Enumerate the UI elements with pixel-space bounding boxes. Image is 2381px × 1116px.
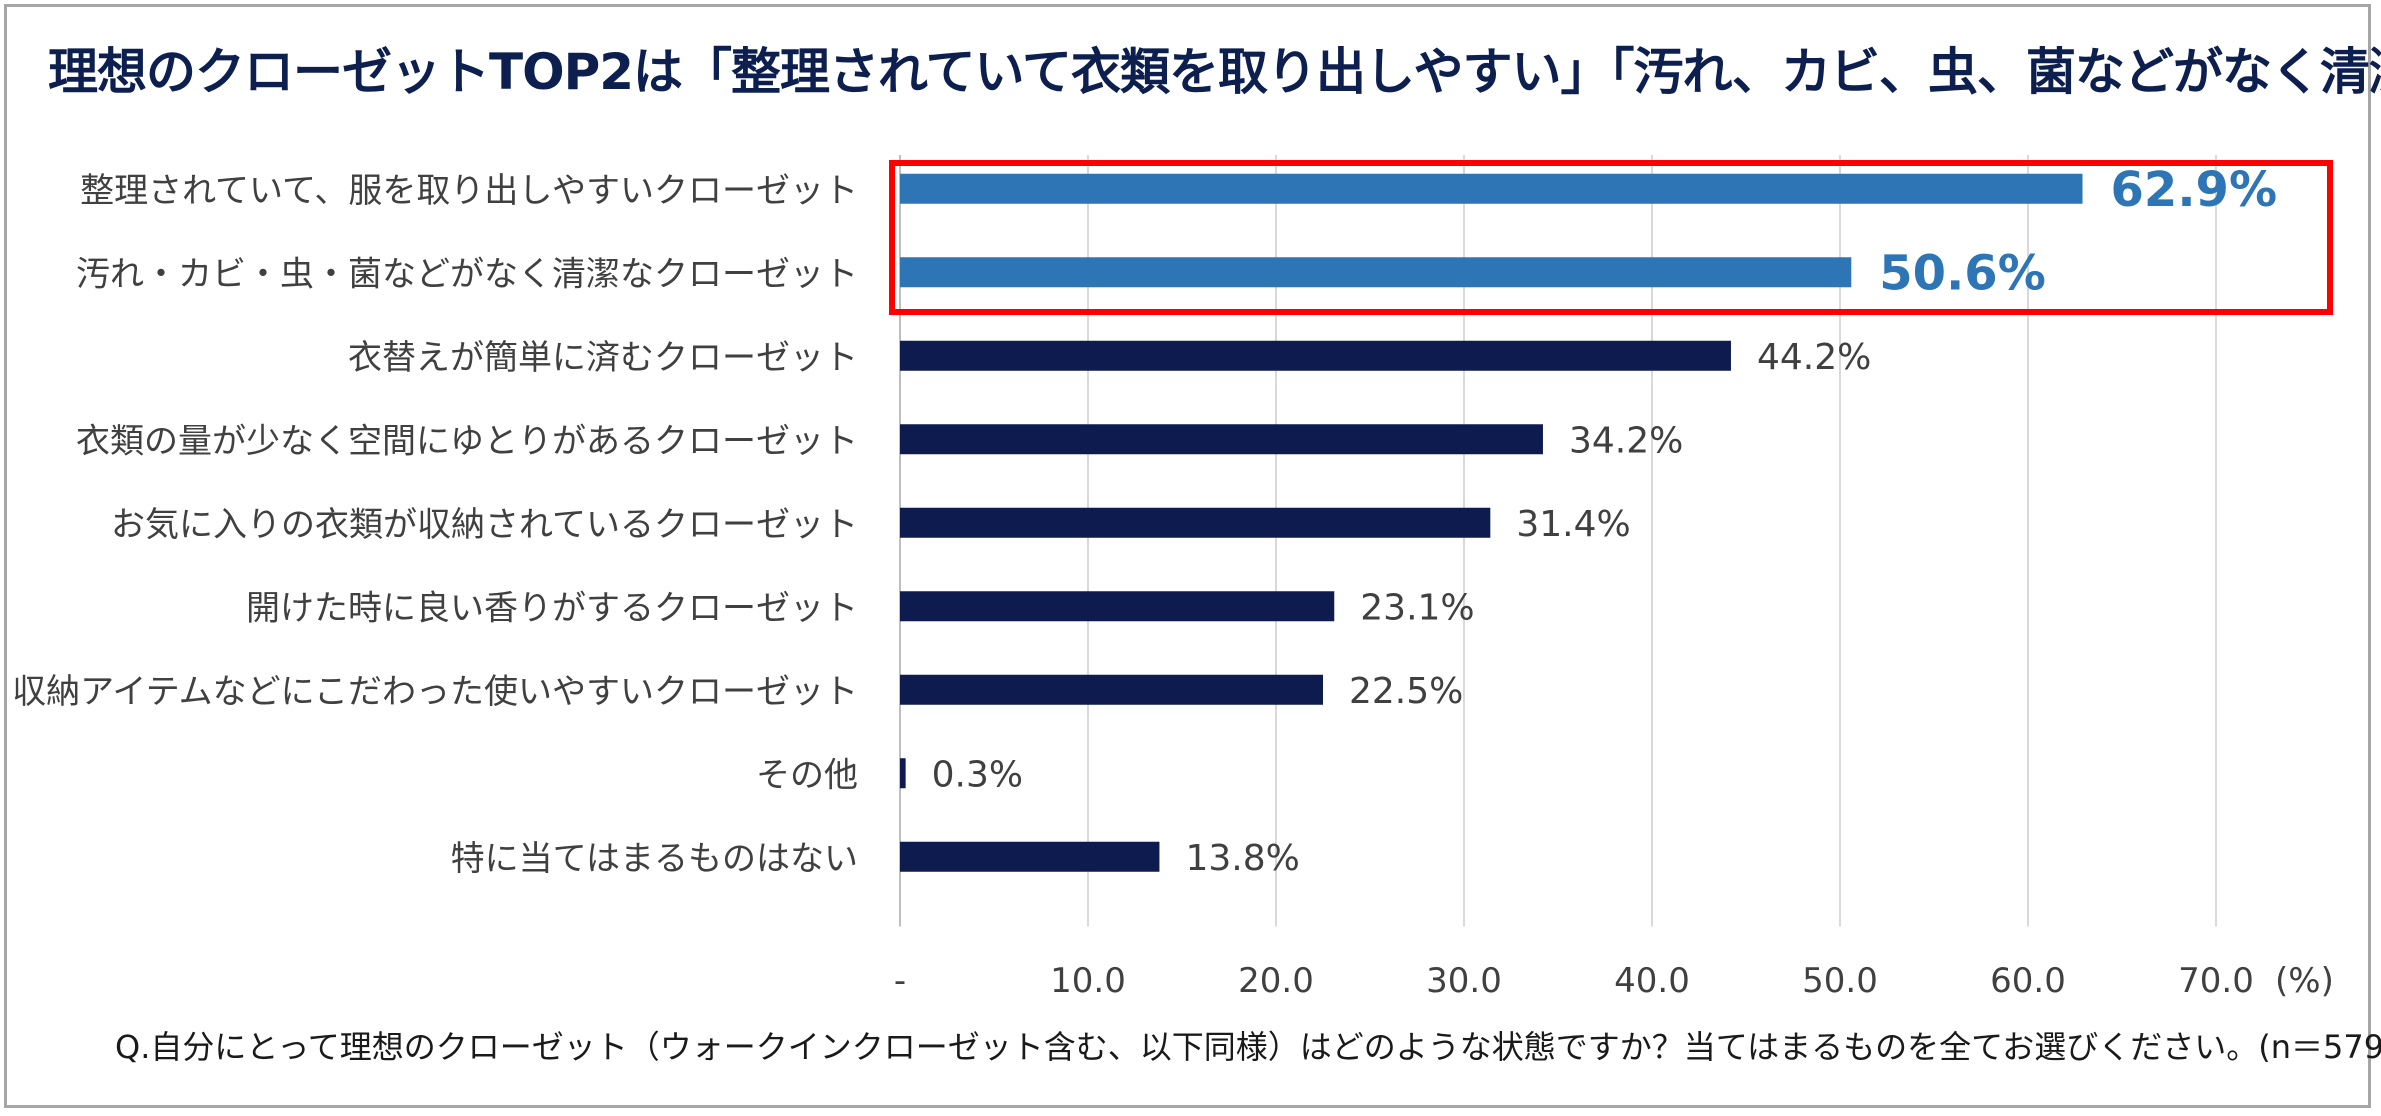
x-tick-label: 10.0 <box>1050 961 1126 1001</box>
x-axis-unit: (%) <box>2275 961 2334 1001</box>
category-label: 衣類の量が少なく空間にゆとりがあるクローゼット <box>76 421 858 461</box>
bar <box>900 173 2083 204</box>
bar <box>900 424 1543 455</box>
category-label: 収納アイテムなどにこだわった使いやすいクローゼット <box>12 672 858 712</box>
category-label: お気に入りの衣類が収納されているクローゼット <box>111 505 858 545</box>
bar <box>900 591 1335 622</box>
bar <box>900 674 1323 705</box>
value-label: 31.4% <box>1516 504 1630 545</box>
bar <box>900 841 1160 872</box>
chart-title: 理想のクローゼットTOP2は「整理されていて衣類を取り出しやすい」「汚れ、カビ、… <box>48 43 2381 101</box>
bar <box>900 340 1731 371</box>
x-tick-label: 70.0 <box>2178 961 2254 1001</box>
value-label: 50.6% <box>1879 245 2046 301</box>
bar <box>900 507 1491 538</box>
category-label: その他 <box>756 755 858 795</box>
highlight-box <box>889 160 2333 315</box>
category-label: 特に当てはまるものはない <box>451 839 858 879</box>
x-tick-label: 50.0 <box>1802 961 1878 1001</box>
x-tick-label: 40.0 <box>1614 961 1690 1001</box>
bar <box>900 257 1852 288</box>
value-label: 23.1% <box>1360 587 1474 628</box>
survey-question-footnote: Q.自分にとって理想のクローゼット（ウォークインクローゼット含む、以下同様）はど… <box>115 1028 2381 1066</box>
x-tick-label: 20.0 <box>1238 961 1314 1001</box>
x-tick-label: - <box>894 961 906 1001</box>
value-label: 62.9% <box>2111 162 2278 218</box>
value-label: 0.3% <box>932 754 1023 795</box>
category-label: 汚れ・カビ・虫・菌などがなく清潔なクローゼット <box>76 254 858 294</box>
value-label: 22.5% <box>1349 671 1463 712</box>
x-tick-label: 60.0 <box>1990 961 2066 1001</box>
bar <box>900 758 906 789</box>
x-tick-label: 30.0 <box>1426 961 1502 1001</box>
value-label: 34.2% <box>1569 420 1683 461</box>
category-label: 開けた時に良い香りがするクローゼット <box>246 588 858 628</box>
category-label: 衣替えが簡単に済むクローゼット <box>348 338 858 378</box>
category-label: 整理されていて、服を取り出しやすいクローゼット <box>80 171 858 211</box>
value-label: 44.2% <box>1757 337 1871 378</box>
value-label: 13.8% <box>1185 838 1299 879</box>
